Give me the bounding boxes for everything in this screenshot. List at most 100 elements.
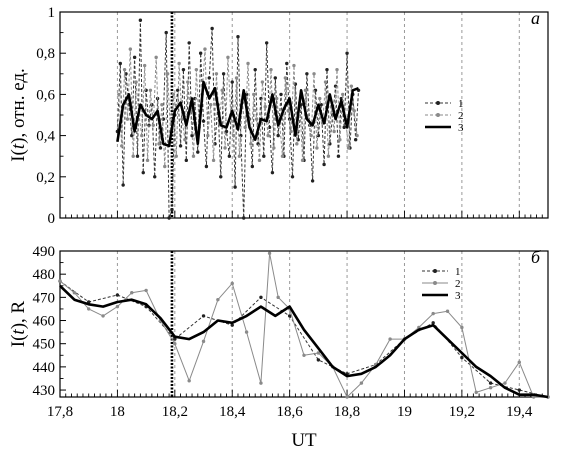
series-1-point — [158, 146, 163, 150]
series-2-point — [117, 92, 121, 97]
series-2-point — [260, 80, 265, 84]
series-2-point — [72, 291, 77, 295]
series-2-point — [140, 133, 144, 138]
series-2-point — [346, 146, 351, 150]
series-2-point — [503, 381, 507, 385]
y-tick-label: 460 — [33, 314, 56, 330]
series-2-point — [151, 123, 155, 128]
series-2-point — [128, 47, 133, 51]
series-1-point — [460, 355, 464, 360]
legend-entry-3: 3 — [458, 122, 464, 134]
y-tick-label: 470 — [33, 290, 56, 306]
legend-marker-2 — [433, 281, 437, 285]
legend-entry-2: 2 — [455, 278, 461, 290]
series-2-point — [244, 330, 249, 334]
y-tick-label: 0,8 — [36, 46, 55, 62]
series-1-point — [342, 125, 346, 130]
series-2-point — [206, 133, 210, 138]
series-1-point — [230, 80, 234, 84]
series-2-point — [266, 133, 270, 138]
series-2-point — [257, 158, 262, 163]
series-1-point — [164, 30, 168, 35]
series-2-point — [144, 288, 148, 293]
series-1-point — [181, 67, 186, 72]
series-1-point — [353, 138, 358, 142]
x-tick-label: 18,8 — [334, 404, 360, 420]
series-1-point — [204, 164, 209, 169]
series-2-point — [341, 92, 345, 97]
series-2-line — [118, 48, 358, 167]
y-axis-label-part: ), отн. ед. — [8, 68, 29, 144]
series-1-point — [115, 293, 120, 297]
series-2-point — [349, 84, 354, 88]
series-1-point — [198, 51, 203, 55]
series-1-point — [130, 133, 134, 138]
series-2-point — [131, 154, 135, 158]
y-tick-label: 0,4 — [36, 129, 55, 145]
series-1-point — [210, 26, 214, 31]
y-tick-label: 450 — [33, 337, 56, 353]
legend-marker-2 — [436, 113, 440, 117]
series-2-point — [275, 96, 279, 101]
series-2-point — [335, 67, 339, 72]
panel-label: а — [531, 8, 540, 28]
series-2-point — [474, 390, 478, 395]
series-1-point — [431, 321, 435, 325]
series-1-point — [170, 208, 174, 212]
series-1-point — [345, 51, 349, 55]
series-2-point — [359, 381, 364, 385]
series-2-point — [173, 341, 177, 346]
series-1-point — [230, 323, 234, 327]
series-2-point — [165, 72, 170, 76]
x-axis-label: UT — [291, 430, 317, 451]
series-2-point — [163, 164, 167, 169]
series-1-point — [259, 295, 263, 300]
series-1-point — [488, 381, 493, 385]
series-2-point — [120, 144, 124, 148]
series-2-point — [280, 154, 285, 158]
series-2-point — [157, 142, 161, 146]
legend-entry-3: 3 — [455, 290, 461, 302]
series-2-point — [183, 138, 187, 142]
y-axis-label: I(t), R — [8, 300, 29, 347]
plot-frame — [59, 250, 549, 398]
series-1-point — [138, 18, 143, 22]
series-1-point — [310, 179, 315, 183]
y-tick-label: 0 — [48, 211, 56, 227]
x-tick-label: 19,4 — [506, 404, 533, 420]
series-1-point — [236, 35, 240, 39]
x-tick-label: 18 — [110, 404, 125, 420]
series-1-point — [276, 133, 280, 138]
series-1-point — [141, 170, 145, 175]
series-2-point — [186, 80, 190, 84]
series-1-point — [173, 337, 177, 341]
legend-marker-1 — [436, 101, 440, 105]
series-1-point — [121, 183, 125, 187]
series-1-point — [250, 164, 255, 169]
series-3-line — [59, 284, 549, 399]
series-2-point — [203, 47, 207, 51]
y-axis-label-part: I( — [8, 335, 29, 348]
series-2-point — [300, 158, 305, 163]
y-axis-label-part: I( — [8, 149, 29, 162]
series-2-point — [263, 105, 267, 109]
series-1-point — [273, 76, 277, 80]
series-1-point — [201, 119, 206, 123]
series-1-point — [219, 175, 223, 179]
series-2-point — [295, 142, 299, 146]
panel-b: 430 440 450 460 470 480 490 б I(t), R 123 17,8 18 18… — [8, 244, 550, 451]
series-1-point — [118, 61, 122, 66]
series-2-point — [338, 138, 342, 142]
series-1-point — [305, 72, 309, 76]
series-2-point — [445, 309, 450, 313]
panel-label: б — [531, 247, 541, 267]
series-1-point — [187, 41, 191, 45]
series-2-point — [276, 295, 280, 300]
series-2-point — [252, 92, 256, 97]
series-3-line — [116, 80, 359, 148]
series-2-point — [267, 251, 272, 256]
series-2-point — [171, 92, 176, 97]
y-tick-label: 0,6 — [36, 87, 55, 103]
panel-a: 00,20,40,60,81 аI(t), отн. ед. 123 — [8, 5, 549, 227]
legend-marker-1 — [433, 269, 437, 273]
